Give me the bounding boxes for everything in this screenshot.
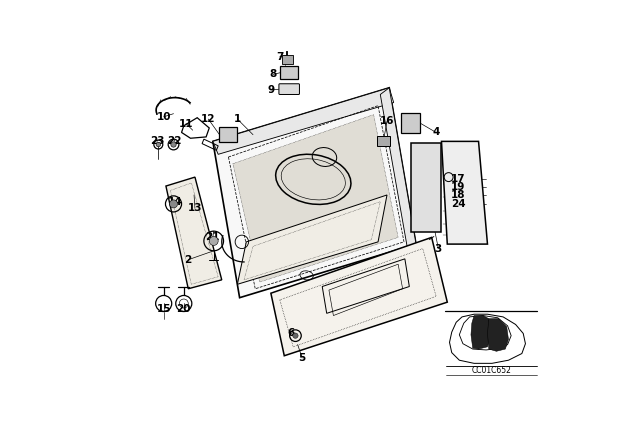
Polygon shape bbox=[488, 319, 508, 351]
Text: 7: 7 bbox=[276, 52, 284, 61]
Circle shape bbox=[171, 142, 176, 147]
Circle shape bbox=[156, 142, 161, 147]
Circle shape bbox=[209, 237, 218, 246]
Polygon shape bbox=[471, 315, 491, 349]
Text: 23: 23 bbox=[150, 136, 164, 146]
Polygon shape bbox=[213, 88, 394, 154]
Polygon shape bbox=[213, 88, 416, 297]
Text: 4: 4 bbox=[433, 127, 440, 138]
Text: 15: 15 bbox=[156, 304, 171, 314]
Polygon shape bbox=[271, 237, 447, 356]
Polygon shape bbox=[233, 115, 398, 282]
Text: 20: 20 bbox=[177, 304, 191, 314]
FancyBboxPatch shape bbox=[279, 84, 300, 95]
FancyBboxPatch shape bbox=[282, 55, 292, 64]
Polygon shape bbox=[442, 142, 488, 244]
FancyBboxPatch shape bbox=[280, 66, 298, 79]
Text: 22: 22 bbox=[168, 136, 182, 146]
Text: 8: 8 bbox=[269, 69, 276, 79]
FancyBboxPatch shape bbox=[219, 127, 237, 142]
FancyBboxPatch shape bbox=[401, 113, 420, 133]
Circle shape bbox=[292, 333, 298, 338]
Polygon shape bbox=[237, 195, 387, 284]
Text: 16: 16 bbox=[380, 116, 394, 126]
Text: 1: 1 bbox=[234, 114, 241, 124]
Text: 17: 17 bbox=[451, 174, 466, 184]
Text: 12: 12 bbox=[201, 114, 216, 124]
Text: CC01C652: CC01C652 bbox=[472, 366, 512, 375]
Polygon shape bbox=[166, 177, 221, 289]
Text: 18: 18 bbox=[451, 190, 466, 200]
FancyBboxPatch shape bbox=[377, 136, 390, 146]
Text: 21: 21 bbox=[205, 233, 220, 242]
Text: 9: 9 bbox=[268, 85, 275, 95]
Polygon shape bbox=[380, 88, 416, 246]
FancyBboxPatch shape bbox=[411, 143, 442, 232]
Text: 11: 11 bbox=[179, 119, 193, 129]
Text: 13: 13 bbox=[188, 203, 202, 213]
Text: 2: 2 bbox=[184, 255, 192, 265]
Text: 6: 6 bbox=[287, 328, 294, 338]
Text: 10: 10 bbox=[156, 112, 171, 122]
Text: 19: 19 bbox=[451, 182, 466, 192]
Text: 3: 3 bbox=[435, 244, 442, 254]
Circle shape bbox=[170, 200, 177, 208]
Text: 14: 14 bbox=[168, 197, 182, 207]
Text: 24: 24 bbox=[451, 199, 466, 209]
Text: 5: 5 bbox=[298, 353, 306, 363]
